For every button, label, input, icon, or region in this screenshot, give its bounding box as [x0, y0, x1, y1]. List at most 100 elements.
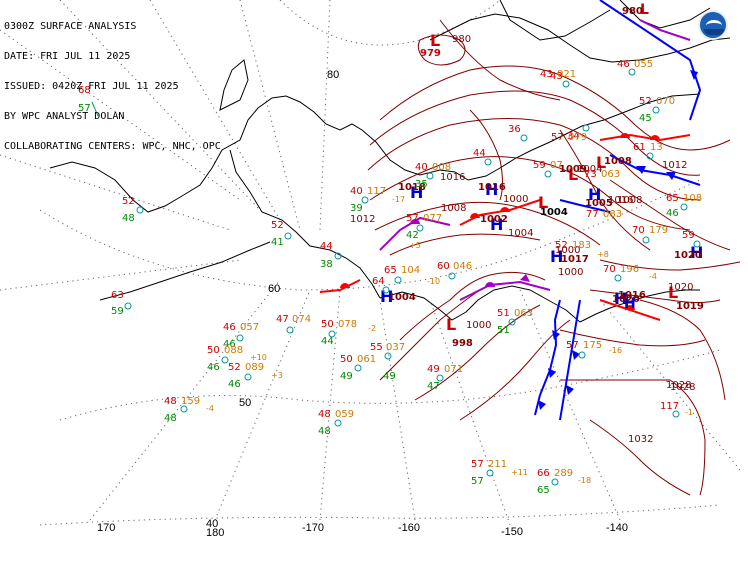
- svg-text:175: 175: [583, 340, 602, 351]
- station-plot: 70 179: [632, 225, 668, 244]
- pressure-tendency: -18: [578, 476, 591, 485]
- svg-text:07: 07: [550, 160, 563, 171]
- svg-text:41: 41: [271, 237, 284, 248]
- svg-text:73: 73: [584, 169, 597, 180]
- svg-text:48: 48: [164, 396, 177, 407]
- header-analyst: BY WPC ANALYST DOLAN: [4, 111, 125, 122]
- station-plot: 57 079: [551, 132, 587, 143]
- occluded-front-symbol: [410, 219, 420, 224]
- svg-text:47: 47: [276, 314, 289, 325]
- svg-text:L: L: [538, 193, 548, 212]
- svg-text:159: 159: [181, 396, 200, 407]
- svg-text:35: 35: [415, 179, 428, 190]
- svg-text:44: 44: [473, 148, 486, 159]
- pressure-centers: L 979 H 1018 H 1016 H 1002 L 1004 H 1005…: [380, 2, 704, 349]
- svg-text:057: 057: [240, 322, 259, 333]
- isobar-label: 1016: [608, 195, 633, 206]
- warm-front-1: [599, 133, 691, 142]
- pressure-center-high: H 1017: [550, 247, 589, 266]
- noaa-logo-icon: [698, 10, 728, 40]
- pressure-tendency: -10: [427, 277, 440, 286]
- svg-text:117: 117: [660, 401, 679, 412]
- isobar-label: 1028: [666, 380, 691, 391]
- svg-text:48: 48: [122, 213, 135, 224]
- svg-text:289: 289: [554, 468, 573, 479]
- mackenzie-coast: [467, 93, 701, 181]
- svg-text:1004: 1004: [388, 292, 416, 303]
- fronts: [319, 0, 702, 421]
- station-plot: 64: [372, 276, 390, 294]
- svg-text:1018: 1018: [398, 182, 426, 193]
- svg-text:48: 48: [318, 426, 331, 437]
- station-plot: 43: [550, 71, 570, 88]
- warm-front-semicircle: [620, 133, 630, 138]
- svg-text:43: 43: [550, 71, 563, 82]
- station-plot: 52 183: [555, 240, 591, 251]
- svg-text:070: 070: [656, 96, 675, 107]
- occluded-front-1: [459, 280, 551, 301]
- lat-label-60: 60: [268, 283, 280, 295]
- svg-text:40: 40: [350, 186, 363, 197]
- station-plot: 57 175: [566, 340, 602, 359]
- svg-text:H: H: [624, 296, 636, 312]
- svg-text:074: 074: [292, 314, 311, 325]
- svg-text:36: 36: [508, 124, 521, 135]
- svg-text:52: 52: [271, 220, 284, 231]
- pressure-tendency: +11: [511, 468, 528, 477]
- isobar-label: 1020: [668, 282, 693, 293]
- svg-text:55: 55: [370, 342, 383, 353]
- pressure-center-low: L 1004: [538, 193, 568, 218]
- svg-text:1004: 1004: [540, 207, 568, 218]
- warm-front-semicircle: [625, 305, 635, 310]
- svg-text:008: 008: [432, 162, 451, 173]
- pressure-tendency: -16: [609, 346, 622, 355]
- station-plot: 36: [508, 124, 528, 142]
- pressure-center-high: H 1016: [478, 180, 506, 199]
- station-plot: 77 083: [586, 209, 622, 220]
- station-plot: 59 07: [533, 160, 563, 178]
- svg-text:49: 49: [427, 364, 440, 375]
- pressure-center-low: L 979: [420, 31, 441, 59]
- svg-text:061: 061: [357, 354, 376, 365]
- warm-front-2: [459, 199, 541, 226]
- isobar-label: 1000: [466, 320, 491, 331]
- station-plot: 60 046: [437, 261, 472, 280]
- svg-text:1016: 1016: [618, 290, 646, 301]
- svg-text:66: 66: [537, 468, 550, 479]
- station-plot: 44 38: [320, 241, 342, 270]
- cold-front-triangle: [552, 330, 560, 340]
- svg-text:071: 071: [444, 364, 463, 375]
- svg-text:48: 48: [164, 413, 177, 424]
- station-plot: 65 46 108: [666, 193, 702, 219]
- svg-text:037: 037: [386, 342, 405, 353]
- svg-text:1017: 1017: [561, 254, 589, 265]
- svg-text:45: 45: [639, 113, 652, 124]
- pressure-center-low: L 980: [622, 2, 649, 18]
- svg-text:51: 51: [497, 325, 510, 336]
- pressure-center-low: L 1008: [596, 153, 632, 172]
- station-plot: 51 51 063: [497, 308, 533, 336]
- svg-text:44: 44: [321, 336, 334, 347]
- pressure-tendency: -2: [368, 324, 376, 333]
- svg-text:H: H: [550, 247, 563, 266]
- svg-text:61: 61: [633, 142, 646, 153]
- pressure-center-high: H 1018: [398, 182, 426, 202]
- svg-text:H: H: [588, 185, 601, 204]
- graticule-labels: 80 60 50 40 170 180 -170 -160 -150 -140: [97, 69, 628, 539]
- station-plot: 50 44 078: [321, 319, 357, 347]
- svg-text:60: 60: [437, 261, 450, 272]
- station-plot: 46 46 057: [223, 322, 259, 350]
- svg-text:43: 43: [540, 69, 553, 80]
- svg-text:H: H: [485, 180, 498, 199]
- svg-text:44: 44: [320, 241, 333, 252]
- pressure-center-high: H 1020: [612, 289, 640, 308]
- station-plot: 66 65 289: [537, 468, 573, 496]
- pressure-tendency: +3: [271, 371, 283, 380]
- svg-text:57: 57: [551, 132, 564, 143]
- isobar-label: 1032: [628, 434, 653, 445]
- station-plot: 57 57 211: [471, 459, 507, 487]
- lon-label-170: 170: [97, 522, 115, 534]
- station-plot: 57 42 077: [406, 213, 442, 241]
- svg-text:083: 083: [603, 209, 622, 220]
